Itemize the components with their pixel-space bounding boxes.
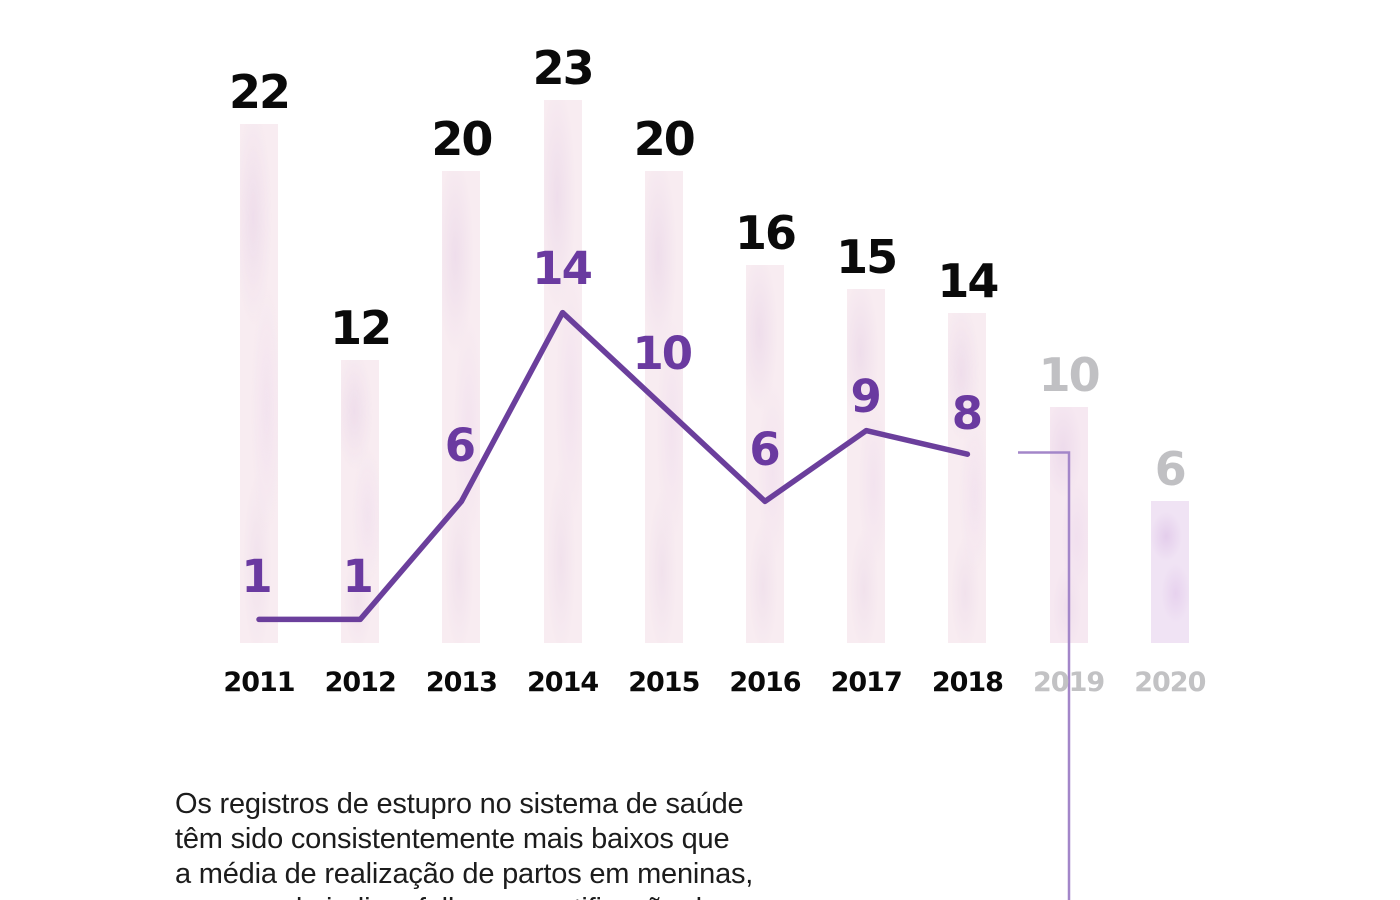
bar-value-label-2017: 15 — [836, 230, 898, 284]
caption: Os registros de estupro no sistema de sa… — [175, 787, 815, 900]
line-value-label-2014: 14 — [532, 241, 593, 295]
caption-line-4: o que pode indicar falhas na notificação… — [175, 892, 815, 900]
line-value-label-2018: 8 — [951, 387, 983, 441]
x-axis-label-2016: 2016 — [729, 667, 801, 698]
x-axis-label-2011: 2011 — [223, 667, 295, 698]
line-value-label-2011: 1 — [241, 550, 272, 604]
bar-value-label-2014: 23 — [532, 41, 595, 96]
x-axis-label-2015: 2015 — [628, 667, 700, 698]
bar-value-label-2016: 16 — [734, 206, 797, 261]
x-axis-label-2017: 2017 — [830, 667, 903, 698]
bar-value-label-2020: 6 — [1154, 442, 1187, 497]
bar-value-label-2012: 12 — [330, 300, 392, 355]
bar-2020 — [1150, 501, 1189, 643]
line-value-label-2015: 10 — [632, 327, 693, 380]
bar-value-label-2018: 14 — [937, 253, 999, 308]
x-axis-label-2012: 2012 — [324, 667, 397, 698]
x-axis-label-2014: 2014 — [527, 667, 599, 698]
caption-line-1: Os registros de estupro no sistema de sa… — [175, 788, 744, 820]
bar-value-label-2011: 22 — [228, 64, 291, 119]
x-axis-label-2019: 2019 — [1033, 667, 1105, 698]
x-axis-label-2018: 2018 — [931, 667, 1004, 698]
line-value-label-2012: 1 — [342, 550, 374, 604]
bar-value-label-2015: 20 — [633, 112, 696, 166]
bar-value-label-2019: 10 — [1038, 348, 1101, 402]
line-value-label-2013: 6 — [444, 419, 476, 473]
x-axis-label-2020: 2020 — [1134, 667, 1206, 698]
line-value-label-2017: 9 — [850, 369, 882, 423]
x-axis-label-2013: 2013 — [425, 667, 498, 698]
caption-line-2: têm sido consistentemente mais baixos qu… — [175, 823, 730, 855]
bar-value-label-2013: 20 — [431, 112, 493, 166]
caption-line-3: a média de realização de partos em menin… — [175, 858, 754, 890]
line-value-label-2016: 6 — [749, 423, 780, 477]
